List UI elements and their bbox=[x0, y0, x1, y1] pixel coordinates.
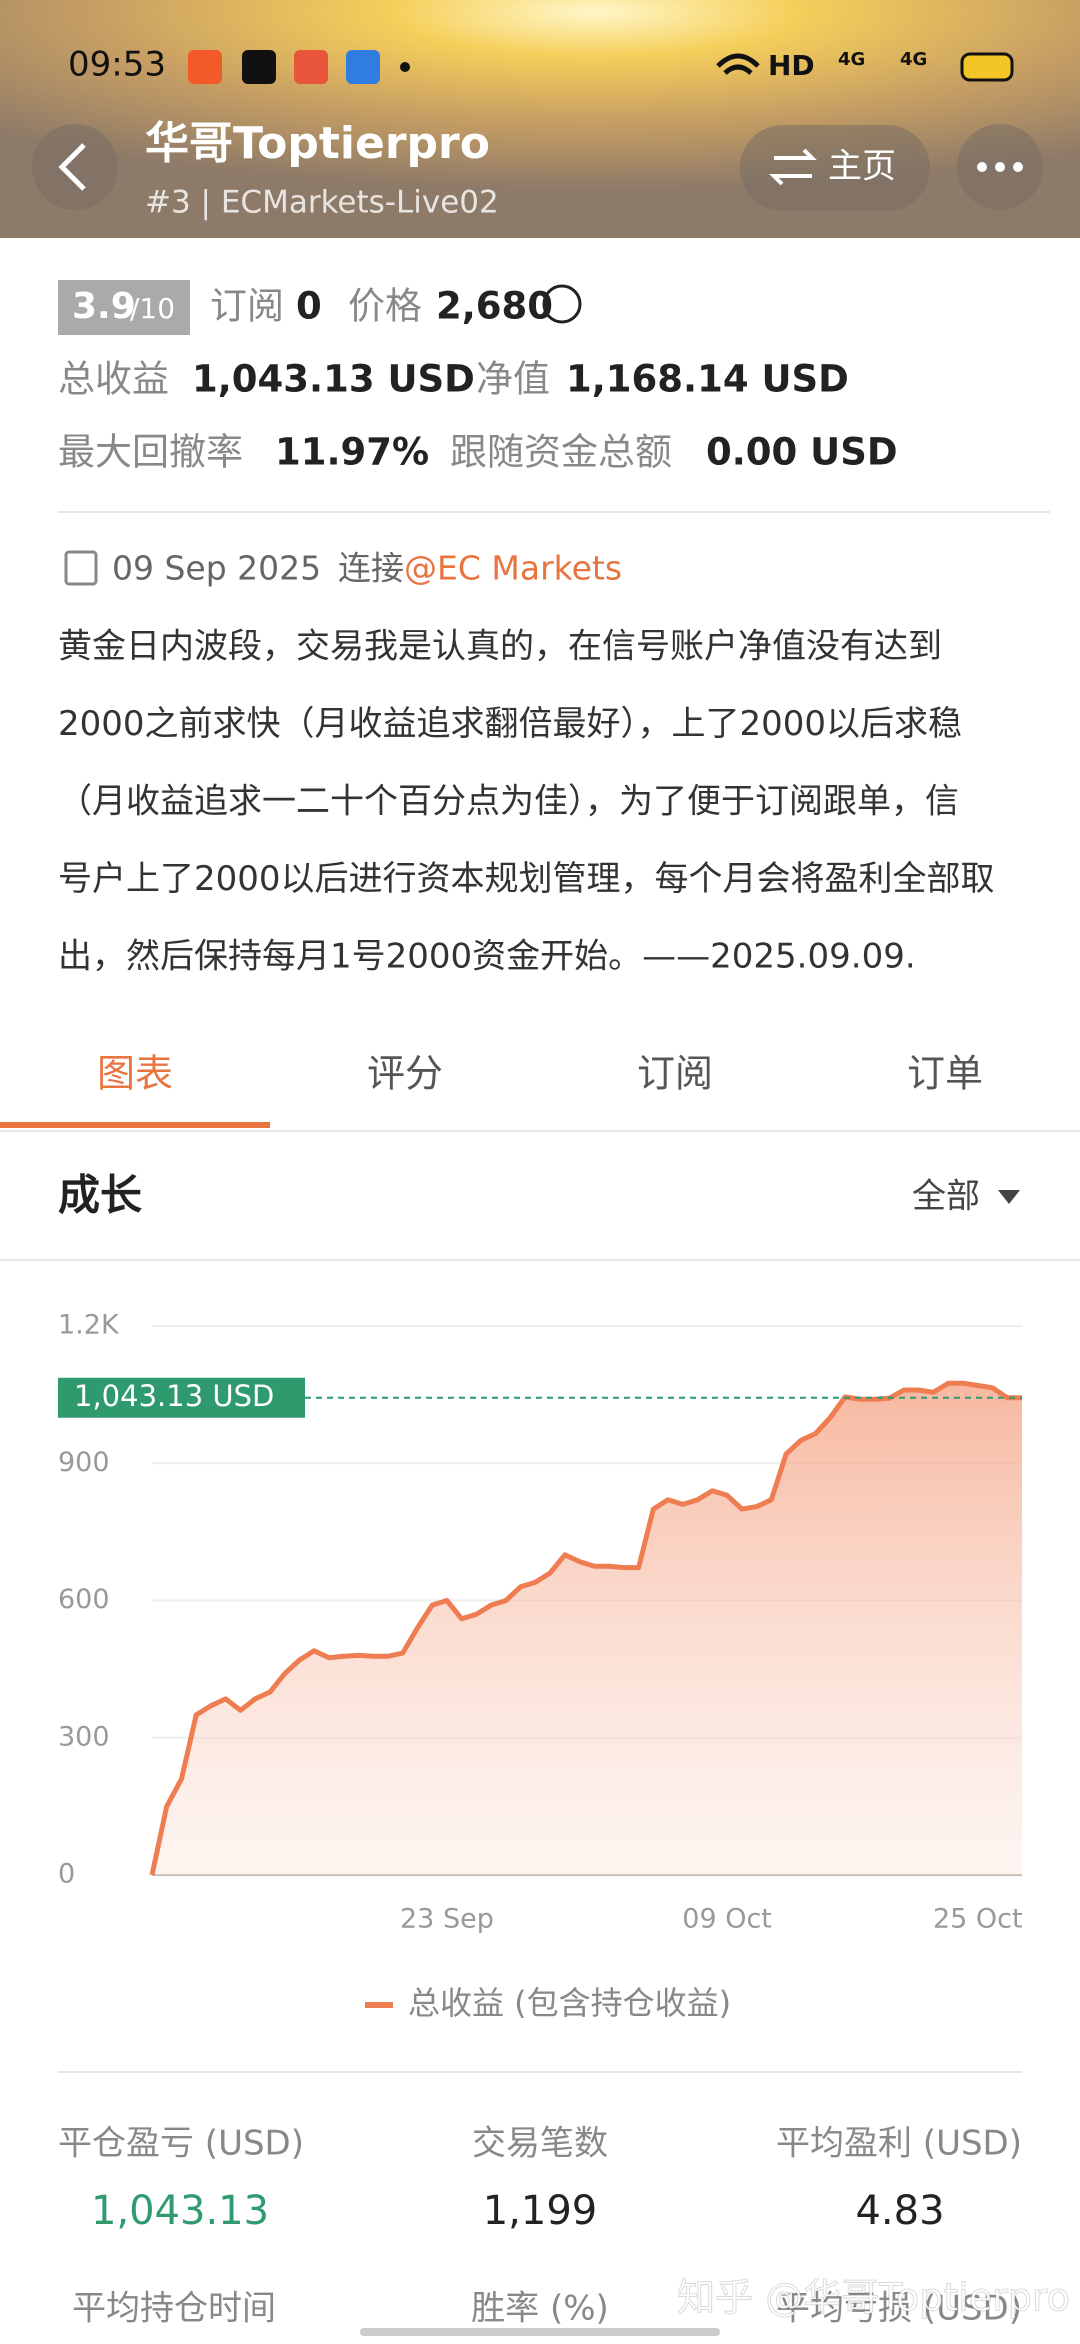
rating: 3.9 bbox=[72, 286, 136, 327]
swap-icon bbox=[769, 148, 817, 186]
area bbox=[152, 1383, 1022, 1875]
home-label: 主页 bbox=[828, 147, 896, 187]
filter[interactable]: 全部 bbox=[912, 1177, 980, 1217]
rating-box bbox=[58, 280, 190, 335]
description-line: （月收益追求一二十个百分点为佳），为了便于订阅跟单，信 bbox=[58, 782, 959, 822]
value: 1,043.13 USD bbox=[192, 358, 475, 401]
label: 总收益 bbox=[58, 358, 169, 401]
stat-label: 平均亏损 (USD) bbox=[776, 2289, 1022, 2329]
tab[interactable]: 订单 bbox=[907, 1052, 983, 1096]
app-icon bbox=[294, 50, 328, 84]
value: 2,680 bbox=[436, 285, 553, 328]
stat-label: 平均盈利 (USD) bbox=[776, 2124, 1022, 2164]
stat-label: 交易笔数 bbox=[472, 2124, 608, 2164]
header-title: 华哥Toptierpro bbox=[145, 118, 490, 169]
tab[interactable]: 图表 bbox=[97, 1052, 173, 1096]
label: 价格 bbox=[348, 285, 422, 328]
description-line: 号户上了2000以后进行资本规划管理，每个月会将盈利全部取 bbox=[58, 859, 995, 899]
clock: 09:53 bbox=[68, 45, 166, 85]
battery bbox=[960, 52, 1014, 82]
description: 黄金日内波段，交易我是认真的，在信号账户净值没有达到 2000之前求快（月收益追求… bbox=[58, 627, 995, 977]
dot bbox=[995, 162, 1005, 172]
dot bbox=[977, 162, 987, 172]
stats: 平仓盈亏 (USD) 交易笔数 平均盈利 (USD) 1,043.13 1,199 4.8… bbox=[58, 2124, 1022, 2329]
value: 11.97% bbox=[275, 431, 429, 474]
y-tick-label: 900 bbox=[58, 1447, 110, 1478]
broker-link[interactable]: @EC Markets bbox=[404, 549, 622, 588]
x-tick-label: 23 Sep bbox=[400, 1904, 494, 1935]
dot bbox=[400, 62, 410, 72]
calendar-icon bbox=[64, 550, 98, 586]
last-value-label: 1,043.13 USD bbox=[74, 1379, 274, 1413]
app-icon bbox=[242, 50, 276, 84]
label: 跟随资金总额 bbox=[450, 431, 672, 474]
description-line: 2000之前求快（月收益追求翻倍最好），上了2000以后求稳 bbox=[58, 704, 962, 744]
value: 0 bbox=[296, 285, 322, 328]
back-icon bbox=[58, 143, 86, 191]
tab-indicator bbox=[0, 1122, 270, 1128]
y-tick-label: 0 bbox=[58, 1859, 75, 1890]
label: 订阅 bbox=[210, 285, 284, 328]
stat-label: 平仓盈亏 (USD) bbox=[58, 2124, 304, 2164]
chart: 0 300 600 900 1.2K 23 Sep 09 Oct 25 Oct 1,043.13… bbox=[58, 1310, 1023, 2022]
label: 最大回撤率 bbox=[58, 431, 243, 474]
section-title: 成长 bbox=[58, 1171, 142, 1220]
description-line: 黄金日内波段，交易我是认真的，在信号账户净值没有达到 bbox=[58, 627, 942, 667]
legend-label: 总收益 (包含持仓收益) bbox=[408, 1984, 731, 2022]
header-subtitle: #3 | ECMarkets-Live02 bbox=[145, 185, 499, 221]
watermark: 知乎 @华哥Toptierpro bbox=[677, 2276, 1070, 2320]
dropdown-icon bbox=[998, 1190, 1020, 1204]
rating-max: /10 bbox=[130, 292, 175, 325]
value: 1,168.14 USD bbox=[566, 358, 849, 401]
home-indicator bbox=[360, 2328, 720, 2336]
last-value-box bbox=[58, 1377, 305, 1418]
stat-label: 胜率 (%) bbox=[471, 2289, 609, 2329]
tab-bar: 图表 评分 订阅 订单 bbox=[97, 1052, 983, 1096]
date: 09 Sep 2025 bbox=[112, 549, 321, 588]
stat-value: 4.83 bbox=[855, 2188, 944, 2234]
hd-label: HD bbox=[768, 49, 815, 82]
stat-label: 平均持仓时间 bbox=[72, 2289, 276, 2329]
x-tick-label: 25 Oct bbox=[933, 1904, 1023, 1935]
x-tick-label: 09 Oct bbox=[682, 1904, 772, 1935]
dot bbox=[1013, 162, 1023, 172]
label: 连接 bbox=[338, 549, 404, 588]
net-label: 4G bbox=[838, 49, 865, 70]
y-tick-label: 300 bbox=[58, 1721, 110, 1752]
app-icon bbox=[346, 50, 380, 84]
tab[interactable]: 订阅 bbox=[637, 1052, 713, 1096]
line bbox=[149, 1380, 1022, 1876]
app-icon bbox=[188, 50, 222, 84]
wifi-icon bbox=[716, 53, 760, 75]
y-tick-label: 600 bbox=[58, 1584, 110, 1615]
description-line: 出，然后保持每月1号2000资金开始。——2025.09.09. bbox=[58, 937, 916, 977]
label: 净值 bbox=[476, 358, 550, 401]
stat-value: 1,199 bbox=[483, 2188, 598, 2234]
stat-value: 1,043.13 bbox=[91, 2188, 269, 2234]
y-tick-label: 1.2K bbox=[58, 1310, 120, 1341]
tab[interactable]: 评分 bbox=[367, 1052, 443, 1096]
home-button[interactable] bbox=[740, 125, 930, 211]
coin-icon bbox=[542, 284, 582, 324]
net-label: 4G bbox=[900, 49, 927, 70]
value: 0.00 USD bbox=[706, 431, 898, 474]
back-button[interactable] bbox=[32, 124, 118, 210]
